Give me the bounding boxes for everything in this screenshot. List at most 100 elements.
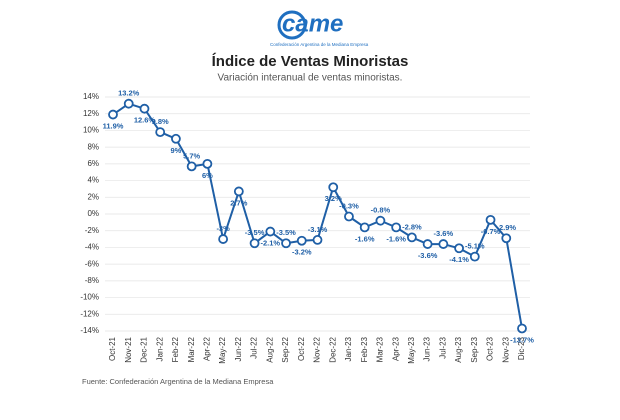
x-tick-label: Sep-22: [281, 336, 290, 362]
chart-subtitle: Variación interanual de ventas minorista…: [218, 73, 403, 84]
point: [123, 98, 134, 109]
point: [469, 251, 480, 262]
y-tick-label: 14%: [83, 92, 99, 101]
logo-tagline: Confederación Argentina de la Mediana Em…: [270, 42, 369, 47]
data-label: -3.5%: [245, 228, 265, 237]
x-tick-label: Feb-23: [360, 336, 369, 362]
data-label: -3.1%: [308, 225, 328, 234]
x-tick-label: Jul-23: [438, 336, 447, 358]
point: [139, 103, 150, 114]
x-tick-label: May-23: [407, 336, 416, 363]
data-label: -3.5%: [276, 228, 296, 237]
data-label: -13.7%: [510, 335, 534, 344]
x-tick-label: Jan-23: [344, 336, 353, 361]
y-tick-label: 12%: [83, 109, 99, 118]
x-tick-label: Nov-23: [501, 336, 510, 362]
data-label: -4.1%: [449, 255, 469, 264]
y-tick-label: 8%: [87, 142, 99, 151]
y-tick-label: -8%: [85, 276, 99, 285]
point: [265, 226, 276, 237]
chart-title: Índice de Ventas Minoristas: [212, 53, 409, 70]
x-tick-label: Oct-23: [486, 336, 495, 361]
x-tick-label: Mar-23: [376, 336, 385, 362]
data-label: -3%: [216, 224, 230, 233]
y-tick-label: 6%: [87, 159, 99, 168]
data-label: -3.6%: [434, 229, 454, 238]
point: [501, 233, 512, 244]
data-label: -3.2%: [292, 248, 312, 257]
data-label: -2.8%: [402, 222, 422, 231]
x-tick-label: Nov-21: [124, 336, 133, 362]
point: [296, 235, 307, 246]
x-tick-label: Jun-23: [423, 336, 432, 361]
x-tick-label: Jan-22: [155, 336, 164, 361]
x-tick-label: Oct-21: [108, 336, 117, 361]
logo-ring: [277, 10, 307, 40]
point: [233, 186, 244, 197]
y-tick-label: -6%: [85, 259, 99, 268]
data-label: -1.6%: [355, 234, 375, 243]
point: [281, 238, 291, 249]
point: [218, 234, 229, 244]
x-tick-label: Apr-23: [391, 336, 400, 361]
point: [328, 182, 339, 193]
point: [422, 239, 433, 249]
point: [202, 158, 213, 169]
data-label: -3.6%: [418, 251, 438, 260]
data-label: -0.7%: [481, 227, 501, 236]
point: [344, 211, 354, 222]
y-tick-label: -12%: [80, 309, 99, 318]
data-label: -0.8%: [371, 206, 391, 215]
x-tick-label: Aug-22: [265, 336, 274, 362]
data-label: 3.2%: [325, 194, 342, 203]
point: [249, 238, 260, 249]
x-tick-label: Sep-23: [470, 336, 479, 362]
x-tick-label: May-22: [218, 336, 227, 363]
point: [391, 222, 402, 233]
x-tick-label: Dec-21: [140, 336, 149, 362]
data-label: -0.3%: [339, 201, 359, 210]
data-label: 6%: [202, 171, 213, 180]
data-label: -2.1%: [261, 239, 281, 248]
point: [485, 214, 496, 225]
data-label: -5.1%: [465, 242, 485, 251]
point: [438, 239, 449, 249]
data-label: 2.7%: [230, 198, 247, 207]
y-tick-label: -10%: [80, 293, 99, 302]
x-tick-label: Jun-22: [234, 336, 243, 361]
x-tick-label: Aug-23: [454, 336, 463, 362]
data-label: -1.6%: [386, 234, 406, 243]
point: [186, 161, 197, 172]
point: [312, 235, 323, 245]
x-tick-label: Dec-22: [328, 336, 337, 362]
data-label: 9.8%: [152, 117, 169, 126]
x-tick-label: Nov-22: [313, 336, 322, 362]
logo-name: came: [282, 10, 343, 37]
point: [108, 109, 118, 120]
x-tick-label: Mar-22: [187, 336, 196, 362]
point: [406, 232, 417, 243]
y-tick-label: -14%: [80, 326, 99, 335]
x-tick-label: Apr-22: [202, 336, 211, 361]
y-tick-label: -2%: [85, 226, 99, 235]
point: [155, 127, 166, 138]
x-tick-label: Oct-22: [297, 336, 306, 361]
point: [517, 323, 527, 334]
x-tick-label: Dic-23: [517, 336, 526, 360]
data-label: 13.2%: [118, 89, 140, 98]
y-tick-label: 4%: [87, 176, 99, 185]
source: Fuente: Confederación Argentina de la Me…: [82, 377, 274, 386]
data-label: 9%: [171, 146, 182, 155]
x-tick-label: Jul-22: [250, 336, 259, 358]
data-label: 11.9%: [103, 122, 124, 131]
data-label: 5.7%: [183, 151, 200, 160]
point: [454, 243, 464, 254]
data-label: 12.6%: [134, 116, 156, 125]
data-label: -2.9%: [496, 223, 516, 232]
point: [359, 222, 370, 233]
point: [375, 215, 386, 226]
x-tick-label: Feb-22: [171, 336, 180, 362]
point: [171, 133, 181, 144]
y-tick-label: -4%: [85, 243, 99, 252]
